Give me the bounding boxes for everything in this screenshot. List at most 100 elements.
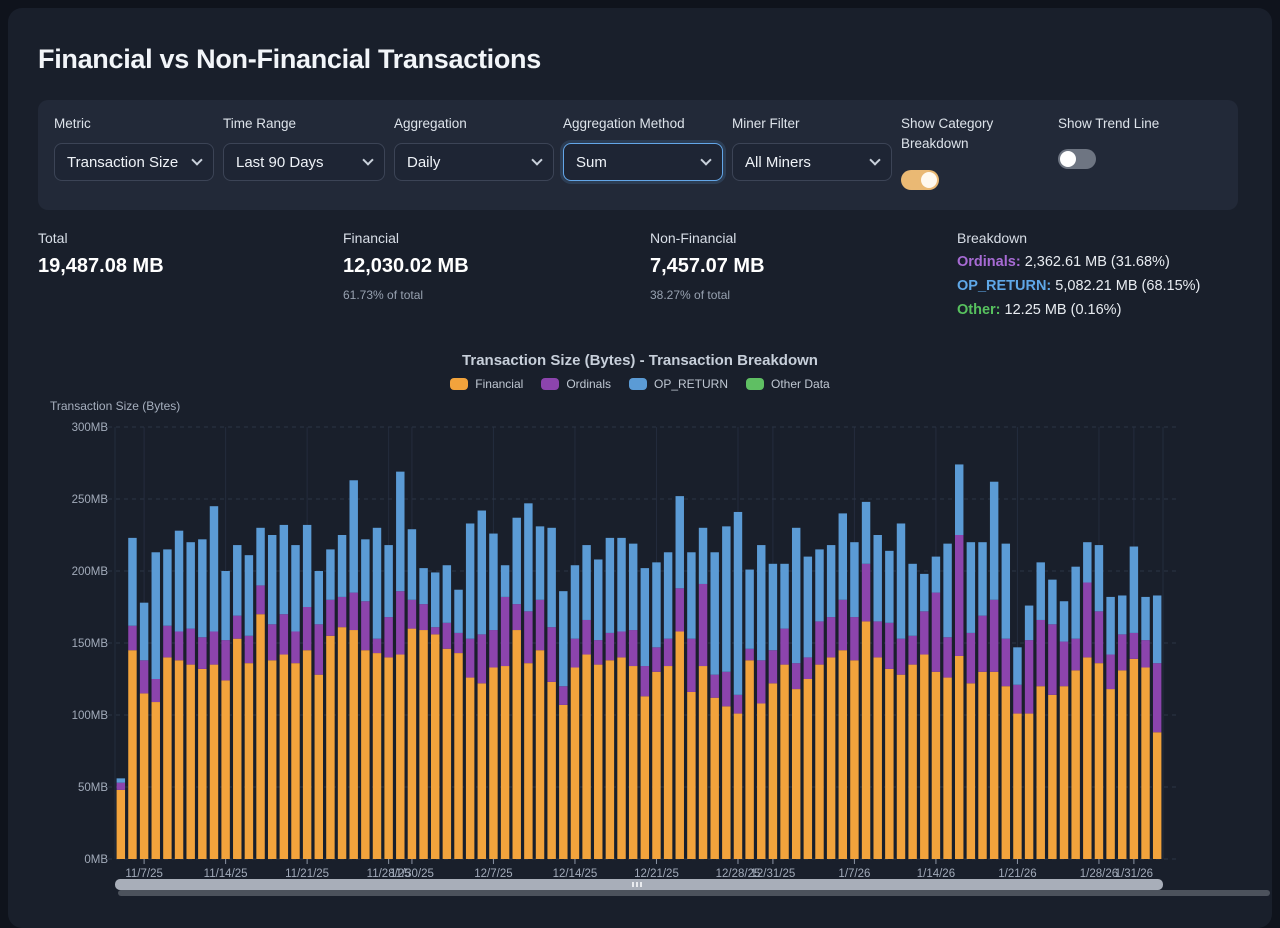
bar-segment[interactable] <box>710 675 718 698</box>
bar-segment[interactable] <box>687 692 695 859</box>
bar-segment[interactable] <box>792 663 800 689</box>
bar-segment[interactable] <box>920 574 928 611</box>
bar-segment[interactable] <box>443 649 451 859</box>
bar-segment[interactable] <box>361 601 369 650</box>
bar-segment[interactable] <box>827 545 835 617</box>
bar-segment[interactable] <box>152 679 160 702</box>
bar-segment[interactable] <box>1141 640 1149 667</box>
bar-segment[interactable] <box>1048 624 1056 695</box>
bar-segment[interactable] <box>163 549 171 625</box>
bar-segment[interactable] <box>245 636 253 663</box>
bar-segment[interactable] <box>280 655 288 859</box>
bar-segment[interactable] <box>1118 634 1126 670</box>
bar-segment[interactable] <box>524 611 532 663</box>
bar-segment[interactable] <box>722 672 730 707</box>
bar-segment[interactable] <box>676 496 684 588</box>
horizontal-scrollbar[interactable] <box>118 890 1270 896</box>
bar-segment[interactable] <box>233 639 241 859</box>
bar-segment[interactable] <box>245 555 253 636</box>
bar-segment[interactable] <box>1130 633 1138 659</box>
bar-segment[interactable] <box>1095 663 1103 859</box>
bar-segment[interactable] <box>757 660 765 703</box>
bar-segment[interactable] <box>862 502 870 564</box>
bar-segment[interactable] <box>186 665 194 859</box>
bar-segment[interactable] <box>571 565 579 638</box>
bar-segment[interactable] <box>897 675 905 859</box>
bar-segment[interactable] <box>664 552 672 638</box>
bar-segment[interactable] <box>1118 670 1126 859</box>
bar-segment[interactable] <box>454 590 462 633</box>
bar-segment[interactable] <box>315 624 323 674</box>
bar-segment[interactable] <box>827 617 835 657</box>
bar-segment[interactable] <box>780 665 788 859</box>
bar-segment[interactable] <box>1153 732 1161 859</box>
bar-segment[interactable] <box>210 665 218 859</box>
bar-segment[interactable] <box>629 630 637 666</box>
bar-segment[interactable] <box>885 669 893 859</box>
bar-segment[interactable] <box>687 639 695 692</box>
bar-segment[interactable] <box>839 513 847 599</box>
legend-item-other-data[interactable]: Other Data <box>746 377 830 391</box>
bar-segment[interactable] <box>943 678 951 859</box>
bar-segment[interactable] <box>396 655 404 859</box>
bar-segment[interactable] <box>978 672 986 859</box>
bar-segment[interactable] <box>117 783 125 790</box>
bar-segment[interactable] <box>1083 657 1091 859</box>
bar-segment[interactable] <box>303 607 311 650</box>
bar-segment[interactable] <box>547 682 555 859</box>
bar-segment[interactable] <box>967 542 975 633</box>
bar-segment[interactable] <box>722 526 730 671</box>
bar-segment[interactable] <box>536 600 544 650</box>
bar-segment[interactable] <box>815 621 823 664</box>
bar-segment[interactable] <box>1013 685 1021 714</box>
bar-segment[interactable] <box>955 656 963 859</box>
bar-segment[interactable] <box>873 621 881 657</box>
bar-segment[interactable] <box>699 528 707 584</box>
bar-segment[interactable] <box>152 552 160 679</box>
bar-segment[interactable] <box>373 653 381 859</box>
bar-segment[interactable] <box>466 523 474 638</box>
bar-segment[interactable] <box>454 653 462 859</box>
bar-segment[interactable] <box>210 506 218 631</box>
bar-segment[interactable] <box>384 617 392 657</box>
bar-segment[interactable] <box>1060 642 1068 687</box>
legend-item-financial[interactable]: Financial <box>450 377 523 391</box>
bar-segment[interactable] <box>594 640 602 664</box>
bar-segment[interactable] <box>233 545 241 616</box>
bar-segment[interactable] <box>175 531 183 632</box>
bar-segment[interactable] <box>862 564 870 622</box>
bar-segment[interactable] <box>1048 695 1056 859</box>
bar-segment[interactable] <box>326 549 334 599</box>
bar-segment[interactable] <box>699 584 707 666</box>
bar-segment[interactable] <box>699 666 707 859</box>
bar-segment[interactable] <box>932 557 940 593</box>
bar-segment[interactable] <box>280 614 288 654</box>
bar-segment[interactable] <box>338 535 346 597</box>
bar-segment[interactable] <box>652 672 660 859</box>
bar-segment[interactable] <box>1083 583 1091 658</box>
legend-item-op-return[interactable]: OP_RETURN <box>629 377 728 391</box>
bar-segment[interactable] <box>792 528 800 663</box>
bar-segment[interactable] <box>478 511 486 635</box>
bar-segment[interactable] <box>128 538 136 626</box>
bar-segment[interactable] <box>990 672 998 859</box>
bar-segment[interactable] <box>745 570 753 649</box>
bar-segment[interactable] <box>315 571 323 624</box>
aggregation-method-select[interactable]: Sum <box>563 143 723 181</box>
bar-segment[interactable] <box>303 650 311 859</box>
bar-segment[interactable] <box>990 600 998 672</box>
bar-segment[interactable] <box>920 655 928 859</box>
bar-segment[interactable] <box>198 669 206 859</box>
bar-segment[interactable] <box>757 703 765 859</box>
bar-segment[interactable] <box>757 545 765 660</box>
bar-segment[interactable] <box>221 640 229 680</box>
bar-segment[interactable] <box>175 631 183 660</box>
bar-segment[interactable] <box>978 616 986 672</box>
bar-segment[interactable] <box>710 552 718 674</box>
bar-segment[interactable] <box>326 636 334 859</box>
bar-segment[interactable] <box>582 655 590 859</box>
bar-segment[interactable] <box>384 657 392 859</box>
bar-segment[interactable] <box>210 631 218 664</box>
bar-segment[interactable] <box>629 544 637 630</box>
bar-segment[interactable] <box>1048 580 1056 625</box>
